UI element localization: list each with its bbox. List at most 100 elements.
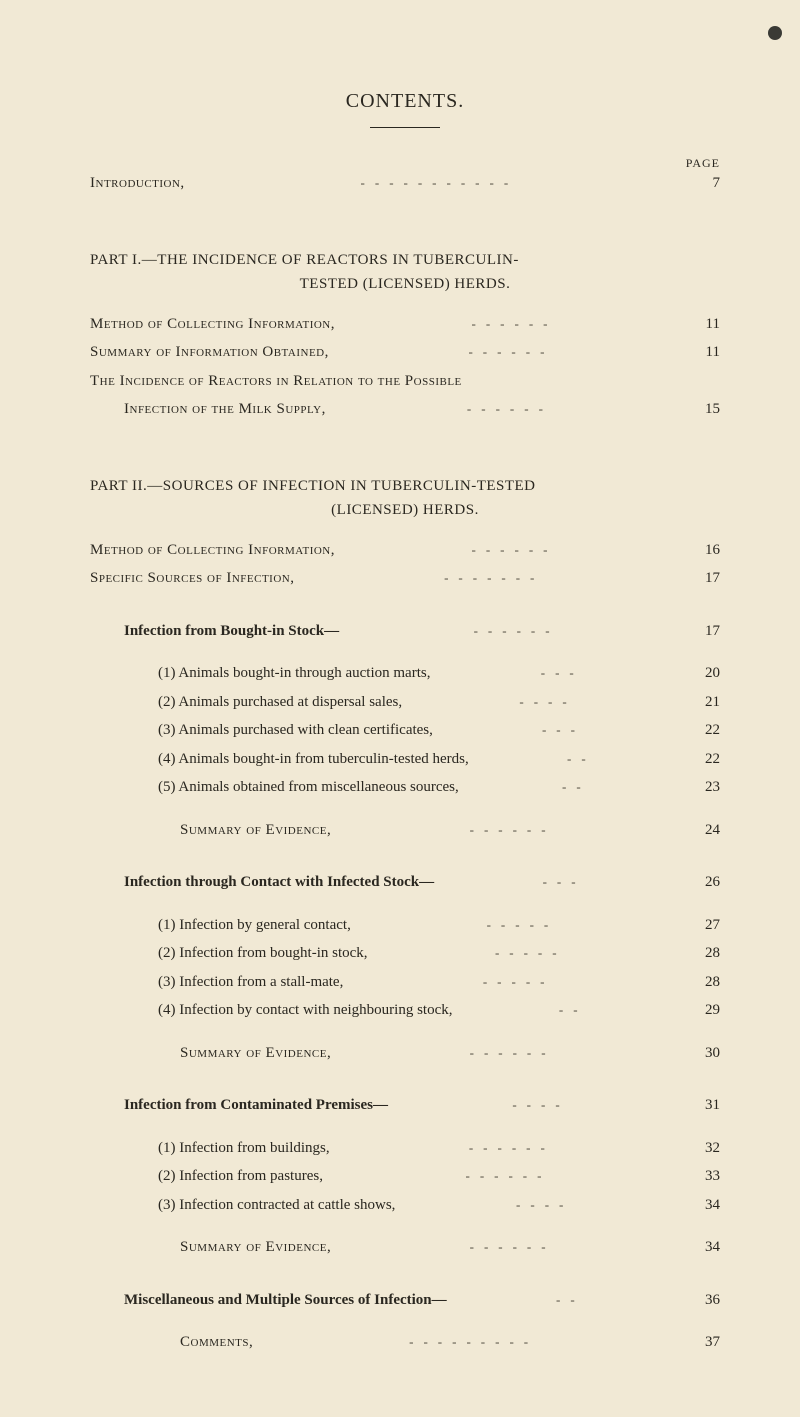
toc-page: 24 [694,816,720,845]
toc-row: Method of Collecting Information,------1… [90,536,720,565]
gap [90,593,720,617]
gap [90,198,720,222]
gap [90,424,720,448]
toc-label: Infection of the Milk Supply, [124,395,326,424]
toc-page: 27 [694,911,720,940]
toc-leaders: ------ [331,1041,694,1066]
toc-label: (5) Animals obtained from miscellaneous … [158,773,459,802]
gap [90,1067,720,1091]
toc-page: 31 [694,1091,720,1120]
table-of-contents: Introduction,-----------7 PART I.—THE INC… [90,169,720,1357]
toc-leaders: -- [453,998,694,1023]
toc-leaders: --- [430,661,694,686]
toc-label: Introduction, [90,169,185,198]
toc-label: Summary of Evidence, [180,1233,331,1262]
toc-page: 23 [694,773,720,802]
toc-label: (4) Infection by contact with neighbouri… [158,996,453,1025]
toc-label: (4) Animals bought-in from tuberculin-te… [158,745,469,774]
toc-page: 34 [694,1233,720,1262]
toc-leaders: --- [434,870,694,895]
toc-label: Summary of Evidence, [180,1039,331,1068]
part-heading-line1: PART I.—THE INCIDENCE OF REACTORS IN TUB… [90,252,519,268]
toc-page: 17 [694,617,720,646]
toc-row: (1) Infection by general contact,-----27 [90,911,720,940]
toc-label: (1) Animals bought-in through auction ma… [158,659,430,688]
gap [90,1314,720,1328]
toc-row: (3) Infection from a stall-mate,-----28 [90,968,720,997]
toc-row: Summary of Information Obtained,------11 [90,338,720,367]
toc-leaders: ------ [323,1164,694,1189]
gap [90,897,720,911]
toc-page: 33 [694,1162,720,1191]
corner-dot-icon [768,26,782,40]
toc-row: Summary of Evidence,------34 [90,1233,720,1262]
toc-row: Infection from Contaminated Premises—---… [90,1091,720,1120]
toc-label: Miscellaneous and Multiple Sources of In… [124,1286,447,1315]
toc-page: 28 [694,968,720,997]
toc-page: 15 [694,395,720,424]
toc-row: Summary of Evidence,------24 [90,816,720,845]
toc-page: 11 [694,310,720,339]
toc-label: Infection from Bought-in Stock— [124,617,339,646]
toc-row: Comments,---------37 [90,1328,720,1357]
toc-label: Comments, [180,1328,253,1357]
toc-label: (3) Infection contracted at cattle shows… [158,1191,395,1220]
toc-leaders: -- [447,1288,694,1313]
toc-leaders: ------- [294,566,694,591]
toc-page: 21 [694,688,720,717]
toc-page: 28 [694,939,720,968]
toc-page: 36 [694,1286,720,1315]
part-heading-line2: TESTED (LICENSED) HERDS. [90,272,720,296]
toc-leaders: ------ [331,1235,694,1260]
toc-page: 22 [694,745,720,774]
toc-leaders: ------ [339,619,694,644]
toc-row: Infection from Bought-in Stock—------17 [90,617,720,646]
toc-page: 32 [694,1134,720,1163]
toc-row: Infection through Contact with Infected … [90,868,720,897]
toc-row: Introduction,-----------7 [90,169,720,198]
gap [90,645,720,659]
toc-row: (1) Animals bought-in through auction ma… [90,659,720,688]
toc-page: 20 [694,659,720,688]
toc-page: 30 [694,1039,720,1068]
gap [90,844,720,868]
part-heading: PART I.—THE INCIDENCE OF REACTORS IN TUB… [90,248,720,296]
toc-label: (2) Animals purchased at dispersal sales… [158,688,402,717]
toc-row: (2) Infection from pastures,------33 [90,1162,720,1191]
toc-label: Method of Collecting Information, [90,536,335,565]
toc-leaders: ------ [326,397,694,422]
toc-label: Summary of Information Obtained, [90,338,329,367]
toc-leaders: ------ [329,340,694,365]
toc-leaders: ------ [330,1136,694,1161]
toc-label: Infection through Contact with Infected … [124,868,434,897]
contents-title: CONTENTS. [90,90,720,113]
toc-label: (1) Infection by general contact, [158,911,351,940]
title-rule [370,127,440,128]
gap [90,1025,720,1039]
toc-label: (2) Infection from pastures, [158,1162,323,1191]
toc-page: 16 [694,536,720,565]
toc-leaders: --- [433,718,694,743]
toc-label: Specific Sources of Infection, [90,564,294,593]
toc-leaders: ----- [368,941,694,966]
toc-leaders: ---- [388,1093,694,1118]
gap [90,1120,720,1134]
part-heading-line2: (LICENSED) HERDS. [90,498,720,522]
gap [90,1262,720,1286]
toc-row: (2) Animals purchased at dispersal sales… [90,688,720,717]
toc-row: Summary of Evidence,------30 [90,1039,720,1068]
toc-label: (3) Animals purchased with clean certifi… [158,716,433,745]
toc-label: Method of Collecting Information, [90,310,335,339]
toc-row: (4) Animals bought-in from tuberculin-te… [90,745,720,774]
toc-page: 29 [694,996,720,1025]
toc-leaders: ---- [395,1193,694,1218]
toc-label: The Incidence of Reactors in Relation to… [90,367,462,396]
toc-leaders: ----------- [185,171,694,196]
toc-leaders: ----- [351,913,694,938]
toc-row: Method of Collecting Information,------1… [90,310,720,339]
toc-label: (2) Infection from bought-in stock, [158,939,368,968]
part-heading: PART II.—SOURCES OF INFECTION IN TUBERCU… [90,474,720,522]
toc-leaders: ------ [335,312,694,337]
toc-leaders: ----- [343,970,694,995]
toc-row: (1) Infection from buildings,------32 [90,1134,720,1163]
